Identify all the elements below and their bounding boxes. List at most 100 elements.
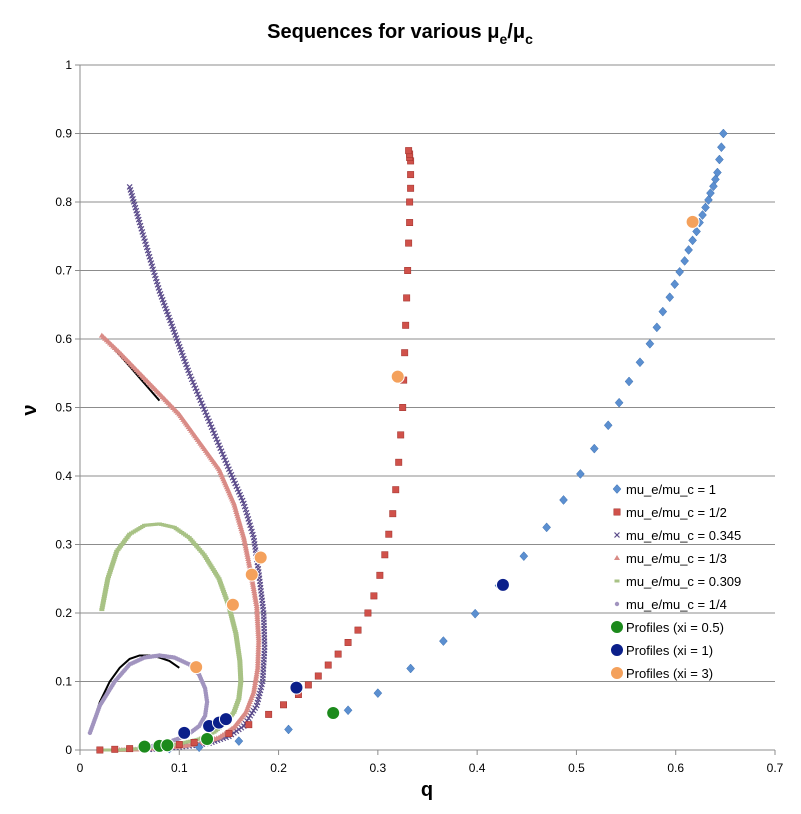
- marker-stroke: [156, 288, 163, 294]
- data-point: [248, 710, 255, 717]
- data-point: [217, 579, 223, 583]
- data-point: [230, 619, 236, 623]
- data-point: [576, 469, 585, 479]
- marker-stroke: [211, 430, 217, 437]
- marker-stroke: [136, 219, 143, 226]
- data-point: [250, 707, 257, 714]
- marker-stroke: [161, 302, 168, 309]
- series-1: [165, 128, 728, 754]
- data-point: [99, 605, 105, 609]
- data-point: [187, 373, 194, 380]
- data-point: [214, 573, 220, 577]
- marker-stroke: [235, 489, 242, 495]
- data-point: [231, 625, 237, 629]
- data-point: [217, 445, 224, 452]
- y-tick-label: 0.6: [55, 332, 72, 346]
- marker-stroke: [162, 305, 169, 312]
- marker-stroke: [177, 346, 184, 353]
- data-point: [221, 454, 227, 461]
- data-point: [108, 568, 114, 572]
- x-tick-label: 0.3: [370, 761, 387, 775]
- data-point: [245, 721, 253, 729]
- data-point: [229, 615, 235, 619]
- marker-stroke: [241, 503, 248, 510]
- marker-stroke: [143, 244, 150, 251]
- data-point: [614, 601, 620, 607]
- grid-lines: [80, 64, 775, 682]
- marker-stroke: [242, 506, 249, 513]
- data-point: [105, 575, 111, 579]
- data-point: [245, 556, 252, 562]
- data-point: [116, 546, 122, 550]
- data-point: [106, 573, 112, 577]
- data-point: [216, 577, 222, 581]
- data-point: [197, 548, 203, 552]
- data-point: [192, 543, 198, 546]
- data-point: [252, 594, 259, 600]
- data-point: [406, 198, 414, 206]
- marker-stroke: [209, 427, 216, 434]
- data-point: [238, 673, 244, 677]
- data-point: [645, 338, 655, 349]
- data-point: [99, 608, 105, 612]
- x-tick-label: 0.5: [568, 761, 585, 775]
- data-point: [614, 555, 620, 560]
- x-tick-label: 0.1: [171, 761, 188, 775]
- legend-label: mu_e/mu_c = 1/3: [626, 551, 727, 566]
- data-point: [253, 673, 260, 679]
- data-point: [207, 421, 214, 428]
- data-point: [175, 741, 183, 748]
- data-point: [246, 562, 253, 568]
- data-point: [202, 409, 209, 416]
- marker-stroke: [133, 207, 140, 214]
- data-point: [216, 442, 222, 449]
- marker-stroke: [243, 509, 250, 516]
- marker-stroke: [248, 710, 255, 717]
- data-point: [237, 657, 243, 661]
- y-tick-label: 0.7: [55, 264, 72, 278]
- marker-stroke: [172, 332, 179, 339]
- marker-stroke: [230, 477, 237, 484]
- data-point: [219, 585, 225, 589]
- data-point: [195, 546, 201, 550]
- marker-stroke: [168, 320, 175, 327]
- series-8: [177, 577, 510, 740]
- data-point: [228, 610, 234, 614]
- data-point: [237, 664, 243, 668]
- data-point: [395, 458, 403, 466]
- data-point: [289, 680, 304, 695]
- marker-stroke: [216, 442, 222, 449]
- data-point: [233, 632, 239, 636]
- data-point: [189, 660, 204, 675]
- data-point: [209, 566, 215, 570]
- data-point: [253, 669, 260, 675]
- data-point: [237, 686, 243, 690]
- data-point: [542, 522, 551, 533]
- data-point: [201, 406, 208, 413]
- data-point: [397, 431, 405, 439]
- data-point: [251, 588, 258, 594]
- y-tick-label: 0.8: [55, 195, 72, 209]
- data-point: [244, 567, 259, 582]
- marker-stroke: [196, 394, 203, 401]
- marker-stroke: [145, 250, 152, 257]
- data-point: [251, 592, 258, 598]
- marker-stroke: [197, 397, 204, 404]
- marker-stroke: [149, 263, 156, 270]
- data-point: [191, 541, 197, 545]
- marker-stroke: [165, 311, 171, 318]
- data-point: [200, 732, 215, 747]
- marker-stroke: [247, 522, 254, 529]
- data-point: [96, 746, 104, 754]
- data-point: [212, 433, 219, 440]
- data-point: [252, 598, 259, 604]
- data-point: [389, 510, 397, 518]
- data-point: [202, 555, 208, 559]
- data-point: [251, 682, 258, 688]
- data-point: [253, 671, 260, 677]
- data-point: [334, 650, 342, 658]
- marker-stroke: [170, 326, 177, 333]
- marker-stroke: [229, 474, 236, 481]
- data-point: [236, 697, 242, 701]
- data-point: [231, 623, 237, 627]
